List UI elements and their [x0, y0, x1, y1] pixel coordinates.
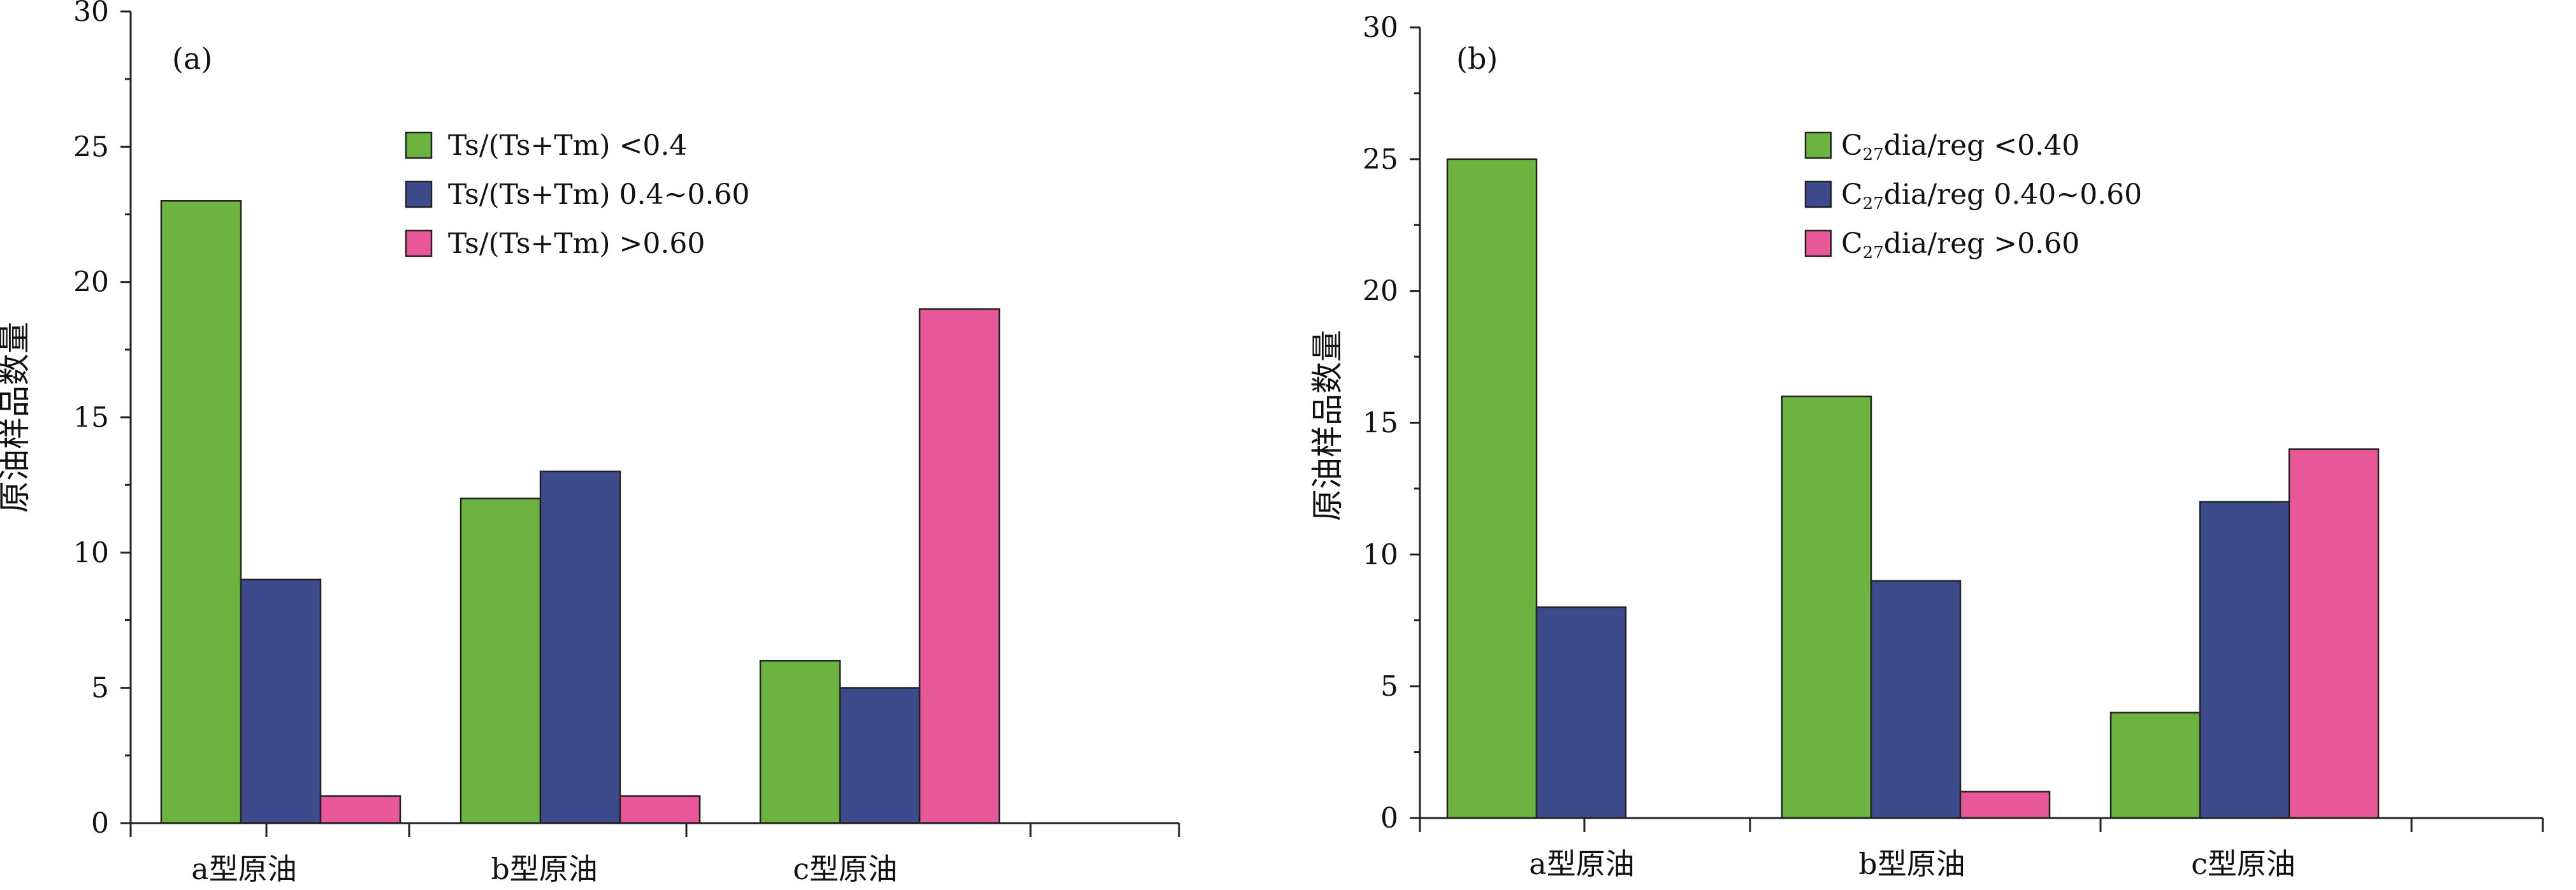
bar-3-2: [1959, 791, 2051, 819]
y-tick-label-1: 5: [91, 672, 109, 705]
y-tick-label-3: 15: [1363, 407, 1398, 440]
y-tick-label-3: 15: [73, 401, 109, 434]
bar-1-2: [1781, 395, 1872, 819]
x-tick-label-0: a型原油: [1529, 847, 1634, 881]
legend: C27dia/reg <0.40 C27dia/reg 0.40~0.60 C27d…: [1804, 129, 2142, 262]
chart-panel-b: 0 5 10 15 20 25 30 a型原油 b型原油 c型原油 原油样品数量 (b) C27dia/…: [1309, 11, 2544, 881]
legend-swatch-1: [405, 131, 433, 159]
bar-2-1: [1535, 606, 1627, 819]
legend-swatch-2: [1804, 180, 1832, 208]
legend-label-2: C27dia/reg 0.40~0.60: [1841, 178, 2142, 213]
y-tick-label-4: 20: [73, 266, 109, 299]
y-tick-label-6: 30: [1363, 11, 1398, 44]
bar-1-3: [2109, 712, 2201, 819]
x-tick-label-1: b型原油: [1858, 847, 1965, 881]
y-tick-label-0: 0: [91, 807, 109, 840]
bar-2-2: [539, 470, 621, 824]
x-tick-label-0: a型原油: [191, 852, 296, 886]
legend: Ts/(Ts+Tm) <0.4 Ts/(Ts+Tm) 0.4~0.60 Ts/(Ts…: [405, 129, 749, 260]
legend-label-1: Ts/(Ts+Tm) <0.4: [448, 129, 687, 162]
bar-1-2: [459, 498, 542, 824]
legend-swatch-2: [405, 180, 433, 208]
bar-2-2: [1870, 580, 1962, 819]
y-tick-label-2: 10: [1363, 538, 1398, 571]
bar-1-3: [759, 659, 841, 824]
bar-2-3: [2199, 501, 2290, 819]
y-tick-label-1: 5: [1380, 670, 1398, 703]
x-tick-label-2: c型原油: [2191, 847, 2296, 881]
legend-swatch-3: [1804, 229, 1832, 257]
y-axis-label: 原油样品数量: [1309, 330, 1346, 521]
bar-1-1: [1446, 158, 1538, 819]
y-tick-label-5: 25: [73, 131, 109, 163]
y-tick-label-4: 20: [1363, 275, 1398, 308]
chart-panel-a: 0 5 10 15 20 25 30 a型原油 b型原油 c型原油 原油样品数量 (a) Ts/(Ts+…: [0, 0, 1180, 886]
panel-label: (b): [1456, 41, 1498, 76]
y-axis-label: 原油样品数量: [0, 322, 33, 513]
y-tick-label-0: 0: [1380, 802, 1398, 835]
x-tick-label-1: b型原油: [491, 852, 597, 886]
legend-label-3: Ts/(Ts+Tm) >0.60: [448, 227, 705, 260]
x-tick-label-2: c型原油: [793, 852, 897, 886]
y-tick-label-6: 30: [73, 0, 109, 28]
bar-3-3: [2288, 448, 2380, 819]
bar-1-1: [160, 200, 242, 824]
legend-label-1: C27dia/reg <0.40: [1841, 129, 2080, 164]
bar-3-1: [319, 795, 402, 824]
bar-3-3: [918, 308, 1001, 824]
legend-label-3: C27dia/reg >0.60: [1841, 227, 2080, 262]
bar-3-2: [619, 795, 701, 824]
y-tick-label-2: 10: [73, 536, 109, 569]
legend-swatch-3: [405, 229, 433, 257]
panel-label: (a): [172, 41, 212, 76]
y-tick-label-5: 25: [1363, 143, 1398, 176]
legend-swatch-1: [1804, 131, 1832, 159]
bar-2-1: [240, 578, 322, 824]
bar-2-3: [839, 687, 921, 824]
legend-label-2: Ts/(Ts+Tm) 0.4~0.60: [448, 178, 749, 211]
